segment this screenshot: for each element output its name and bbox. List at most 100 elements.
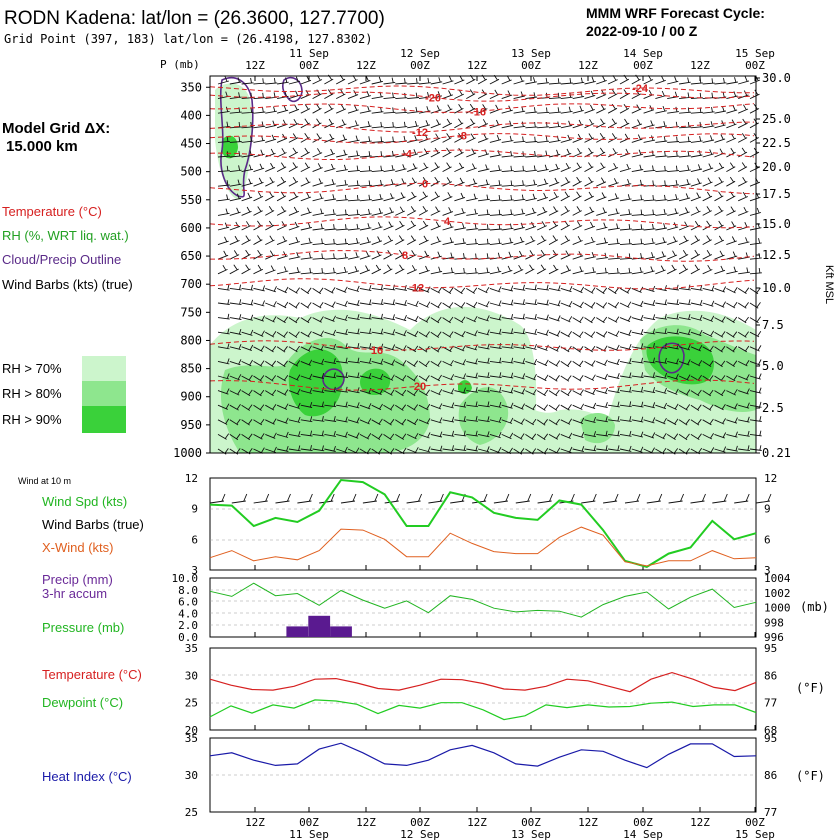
- rh-area: [646, 336, 715, 385]
- left-tick-label: 25: [185, 697, 198, 710]
- temperature-contour-label: 0: [422, 178, 428, 190]
- top-day-label: 11 Sep: [289, 47, 329, 60]
- legend-cloud-outline: Cloud/Precip Outline: [2, 252, 121, 267]
- label-temperature: Temperature (°C): [42, 667, 142, 682]
- right-tick-label: 1004: [764, 572, 791, 585]
- height-tick-label: 5.0: [762, 359, 784, 373]
- right-tick-label: 1000: [764, 602, 791, 615]
- temperature-contour: [209, 103, 755, 113]
- bottom-time-tick-label: 12Z: [578, 816, 598, 829]
- right-tick-label: 12: [764, 472, 777, 485]
- xwind-line: [209, 526, 757, 567]
- pressure-unit: (mb): [800, 600, 829, 614]
- bottom-time-tick-label: 00Z: [521, 816, 541, 829]
- pressure-tick-label: 850: [180, 362, 202, 376]
- top-time-tick-label: 00Z: [521, 59, 541, 72]
- precip-bar: [286, 626, 309, 637]
- cycle-label: MMM WRF Forecast Cycle:: [586, 5, 765, 21]
- right-tick-label: 3: [764, 564, 771, 577]
- height-tick-label: 0.21: [762, 446, 791, 460]
- right-tick-label: 9: [764, 503, 771, 516]
- pressure-axis-title: P (mb): [160, 58, 200, 71]
- left-tick-label: 30: [185, 769, 198, 782]
- bottom-day-label: 11 Sep: [289, 828, 329, 840]
- top-time-tick-label: 12Z: [356, 59, 376, 72]
- temp-f-unit: (°F): [796, 681, 825, 695]
- temperature-contour: [209, 85, 755, 96]
- panel-frame: [209, 577, 757, 638]
- bottom-time-tick-label: 00Z: [745, 816, 765, 829]
- temperature-contour: [209, 133, 755, 144]
- height-tick-label: 22.5: [762, 136, 791, 150]
- left-tick-label: 30: [185, 669, 198, 682]
- height-tick-label: 25.0: [762, 112, 791, 126]
- model-grid-value: 15.000 km: [6, 138, 78, 155]
- temperature-contour: [209, 149, 755, 160]
- rh-label-80: RH > 80%: [2, 386, 62, 401]
- left-tick-label: 3: [191, 564, 198, 577]
- cross-section-panel: P (mb) Kft MSL -24 -20 -16 -12 -8 -4 0 4 8 12 16 20…: [160, 58, 835, 460]
- top-time-tick-label: 00Z: [410, 59, 430, 72]
- temperature-contours: -24 -20 -16 -12 -8 -4 0 4 8 12 16 20: [209, 83, 755, 393]
- rh-swatch-90: [82, 406, 126, 433]
- temperature-contour-label: -4: [402, 149, 413, 161]
- top-time-tick-label: 00Z: [633, 59, 653, 72]
- heat-f-unit: (°F): [796, 769, 825, 783]
- temperature-contour: [209, 182, 755, 195]
- left-tick-label: 35: [185, 732, 198, 745]
- pressure-tick-label: 650: [180, 249, 202, 263]
- temperature-panel: 35 30 25 20 95 86 77 68: [185, 642, 778, 737]
- top-day-label: 15 Sep: [735, 47, 775, 60]
- grid-point-subtitle: Grid Point (397, 183) lat/lon = (26.4198…: [4, 32, 372, 46]
- cloud-outline: [282, 76, 303, 103]
- right-tick-label: 6: [764, 533, 771, 546]
- temperature-line: [209, 671, 757, 693]
- model-grid-label: Model Grid ΔX:: [2, 120, 110, 137]
- bottom-time-tick-label: 12Z: [356, 816, 376, 829]
- pressure-tick-label: 400: [180, 108, 202, 122]
- right-tick-label: 95: [764, 732, 777, 745]
- bottom-day-label: 13 Sep: [511, 828, 551, 840]
- left-tick-label: 25: [185, 806, 198, 819]
- heat-index-panel: 35 30 25 95 86 77: [185, 732, 778, 819]
- height-tick-label: 15.0: [762, 217, 791, 231]
- rh-label-90: RH > 90%: [2, 412, 62, 427]
- pressure-line: [209, 582, 757, 618]
- left-tick-label: 6.0: [178, 596, 198, 609]
- pressure-tick-label: 750: [180, 305, 202, 319]
- rh-shading: [210, 83, 756, 453]
- pressure-tick-label: 900: [180, 390, 202, 404]
- temperature-contour: [209, 121, 754, 133]
- right-tick-label: 86: [764, 669, 777, 682]
- top-time-tick-label: 00Z: [745, 59, 765, 72]
- bottom-time-tick-label: 12Z: [467, 816, 487, 829]
- height-tick-label: 10.0: [762, 281, 791, 295]
- temperature-contour: [209, 278, 755, 290]
- panel-frame: [209, 477, 757, 571]
- left-tick-label: 4.0: [178, 607, 198, 620]
- panel-frame: [209, 647, 757, 731]
- station-title: RODN Kadena: lat/lon = (26.3600, 127.770…: [4, 8, 385, 29]
- cross-section-axes: 350 400 450 500 550 600 650 700 750 800 850 900 950 1…: [173, 71, 791, 460]
- left-tick-label: 12: [185, 472, 198, 485]
- bottom-time-tick-label: 00Z: [633, 816, 653, 829]
- wind-section-label: Wind at 10 m: [18, 476, 71, 486]
- right-tick-label: 1002: [764, 587, 791, 600]
- pressure-tick-label: 700: [180, 277, 202, 291]
- legend-temperature: Temperature (°C): [2, 204, 102, 219]
- right-tick-label: 996: [764, 631, 784, 644]
- label-xwind: X-Wind (kts): [42, 540, 114, 555]
- top-time-tick-label: 00Z: [299, 59, 319, 72]
- right-tick-label: 95: [764, 642, 777, 655]
- legend-rh: RH (%, WRT liq. wat.): [2, 228, 129, 243]
- right-tick-label: 68: [764, 724, 777, 737]
- label-precip-accum: 3-hr accum: [42, 586, 107, 601]
- temperature-contour-label: 16: [371, 345, 383, 357]
- right-tick-label: 77: [764, 806, 777, 819]
- temperature-contour-label: -24: [632, 83, 649, 95]
- cloud-outline: [322, 368, 345, 391]
- height-tick-label: 17.5: [762, 187, 791, 201]
- right-tick-label: 77: [764, 697, 777, 710]
